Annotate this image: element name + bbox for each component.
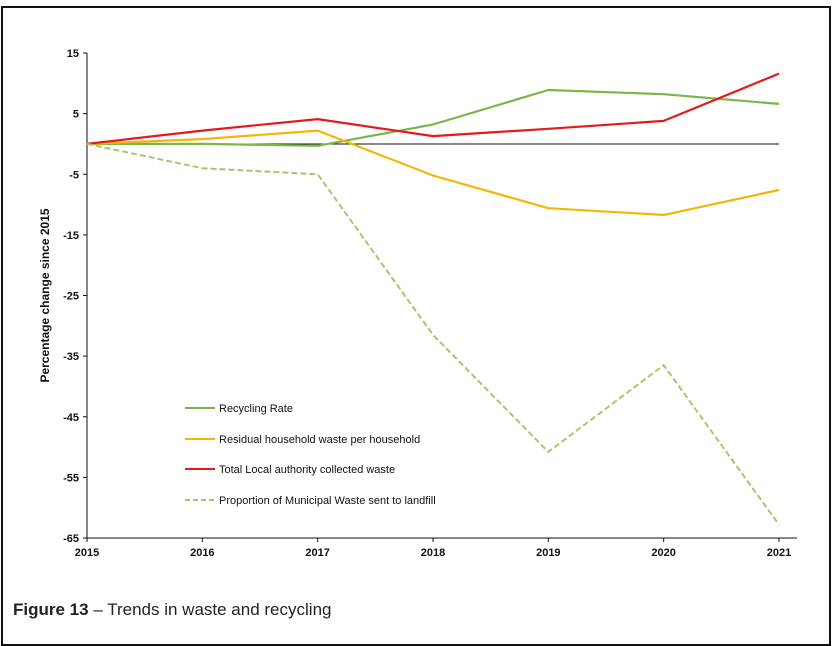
legend-label: Recycling Rate — [219, 403, 293, 415]
line-chart: 15 5 -5 -15 -25 -35 -45 -55 -65 2015 2016 2017 2018… — [38, 48, 797, 559]
x-tick-label: 2020 — [651, 547, 675, 559]
legend: Recycling Rate Residual household waste p… — [185, 403, 436, 507]
x-tick-label: 2021 — [767, 547, 791, 559]
figure-number: Figure 13 — [13, 600, 89, 619]
legend-label: Total Local authority collected waste — [219, 464, 395, 476]
legend-label: Proportion of Municipal Waste sent to la… — [219, 495, 436, 507]
y-tick-label: -15 — [63, 230, 79, 242]
series-line-2 — [86, 129, 780, 216]
x-tick-label: 2017 — [305, 547, 329, 559]
series-group — [86, 72, 780, 526]
y-tick-label: -55 — [63, 472, 79, 484]
y-tick-label: -65 — [63, 533, 79, 545]
series-line-3 — [86, 72, 780, 145]
figure-frame: 15 5 -5 -15 -25 -35 -45 -55 -65 2015 2016 2017 2018… — [1, 6, 831, 646]
x-tick-label: 2015 — [75, 547, 99, 559]
caption-text: Trends in waste and recycling — [107, 600, 332, 619]
caption-separator: – — [93, 600, 103, 619]
x-tick-label: 2016 — [190, 547, 214, 559]
legend-label: Residual household waste per household — [219, 434, 420, 446]
y-tick-label: 5 — [73, 109, 79, 121]
y-axis-label: Percentage change since 2015 — [38, 208, 52, 382]
y-tick-label: -5 — [69, 169, 79, 181]
y-tick-label: -35 — [63, 351, 79, 363]
series-line-4 — [86, 142, 780, 526]
figure-caption: Figure 13 – Trends in waste and recyclin… — [13, 600, 331, 620]
y-tick-label: -45 — [63, 412, 79, 424]
y-axis: 15 5 -5 -15 -25 -35 -45 -55 -65 — [63, 48, 88, 545]
x-axis: 2015 2016 2017 2018 2019 2020 2021 — [75, 537, 797, 559]
x-tick-label: 2019 — [536, 547, 560, 559]
y-tick-label: -25 — [63, 291, 79, 303]
series-line-1 — [87, 88, 780, 147]
x-tick-label: 2018 — [421, 547, 445, 559]
y-tick-label: 15 — [67, 48, 79, 60]
